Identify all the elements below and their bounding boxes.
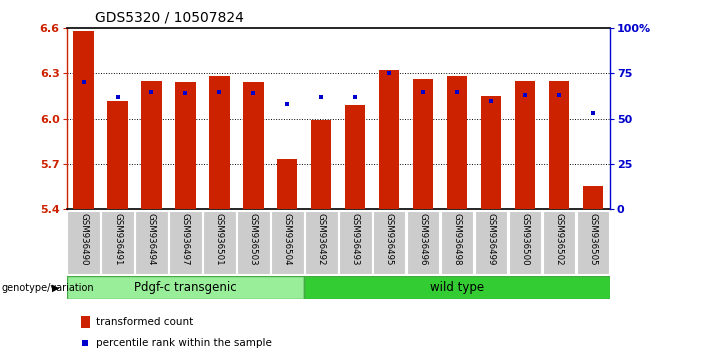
Bar	[81, 316, 90, 328]
Text: GSM936500: GSM936500	[520, 212, 529, 265]
Bar	[243, 82, 264, 209]
Text: GSM936491: GSM936491	[113, 212, 122, 265]
Bar	[107, 101, 128, 209]
Bar	[142, 81, 162, 209]
Bar	[481, 96, 501, 209]
Text: GSM936494: GSM936494	[147, 212, 156, 265]
Bar	[549, 81, 569, 209]
Text: GDS5320 / 10507824: GDS5320 / 10507824	[95, 11, 243, 25]
Bar	[379, 70, 400, 209]
Bar	[277, 159, 297, 209]
Bar	[345, 105, 365, 209]
Bar	[175, 82, 196, 209]
FancyBboxPatch shape	[67, 276, 304, 299]
Polygon shape	[169, 211, 202, 274]
Bar	[447, 76, 468, 209]
Bar	[311, 120, 332, 209]
Polygon shape	[339, 211, 372, 274]
Text: GSM936497: GSM936497	[181, 212, 190, 265]
Polygon shape	[237, 211, 270, 274]
Text: genotype/variation: genotype/variation	[1, 282, 94, 293]
Polygon shape	[441, 211, 473, 274]
Text: GSM936495: GSM936495	[385, 212, 394, 265]
Polygon shape	[271, 211, 304, 274]
Text: Pdgf-c transgenic: Pdgf-c transgenic	[134, 281, 237, 294]
Text: GSM936502: GSM936502	[554, 212, 564, 265]
Bar	[515, 81, 535, 209]
Bar	[413, 80, 433, 209]
FancyBboxPatch shape	[304, 276, 610, 299]
Polygon shape	[543, 211, 576, 274]
Bar	[583, 186, 603, 209]
Text: GSM936501: GSM936501	[215, 212, 224, 265]
Text: percentile rank within the sample: percentile rank within the sample	[96, 338, 272, 348]
Bar	[74, 32, 94, 209]
Text: GSM936503: GSM936503	[249, 212, 258, 265]
Polygon shape	[67, 211, 100, 274]
Polygon shape	[475, 211, 508, 274]
Text: transformed count: transformed count	[96, 317, 193, 327]
Polygon shape	[101, 211, 134, 274]
Text: GSM936492: GSM936492	[317, 212, 326, 265]
Polygon shape	[135, 211, 168, 274]
Text: GSM936505: GSM936505	[588, 212, 597, 265]
Text: GSM936498: GSM936498	[453, 212, 461, 265]
Polygon shape	[203, 211, 236, 274]
Polygon shape	[577, 211, 609, 274]
Text: GSM936504: GSM936504	[283, 212, 292, 265]
Text: GSM936496: GSM936496	[418, 212, 428, 265]
Polygon shape	[509, 211, 541, 274]
Polygon shape	[305, 211, 338, 274]
Text: GSM936490: GSM936490	[79, 212, 88, 265]
Polygon shape	[373, 211, 405, 274]
Bar	[209, 76, 230, 209]
Text: GSM936493: GSM936493	[350, 212, 360, 265]
Polygon shape	[407, 211, 440, 274]
Text: wild type: wild type	[430, 281, 484, 294]
Text: ▶: ▶	[52, 282, 60, 293]
Text: GSM936499: GSM936499	[486, 212, 496, 265]
